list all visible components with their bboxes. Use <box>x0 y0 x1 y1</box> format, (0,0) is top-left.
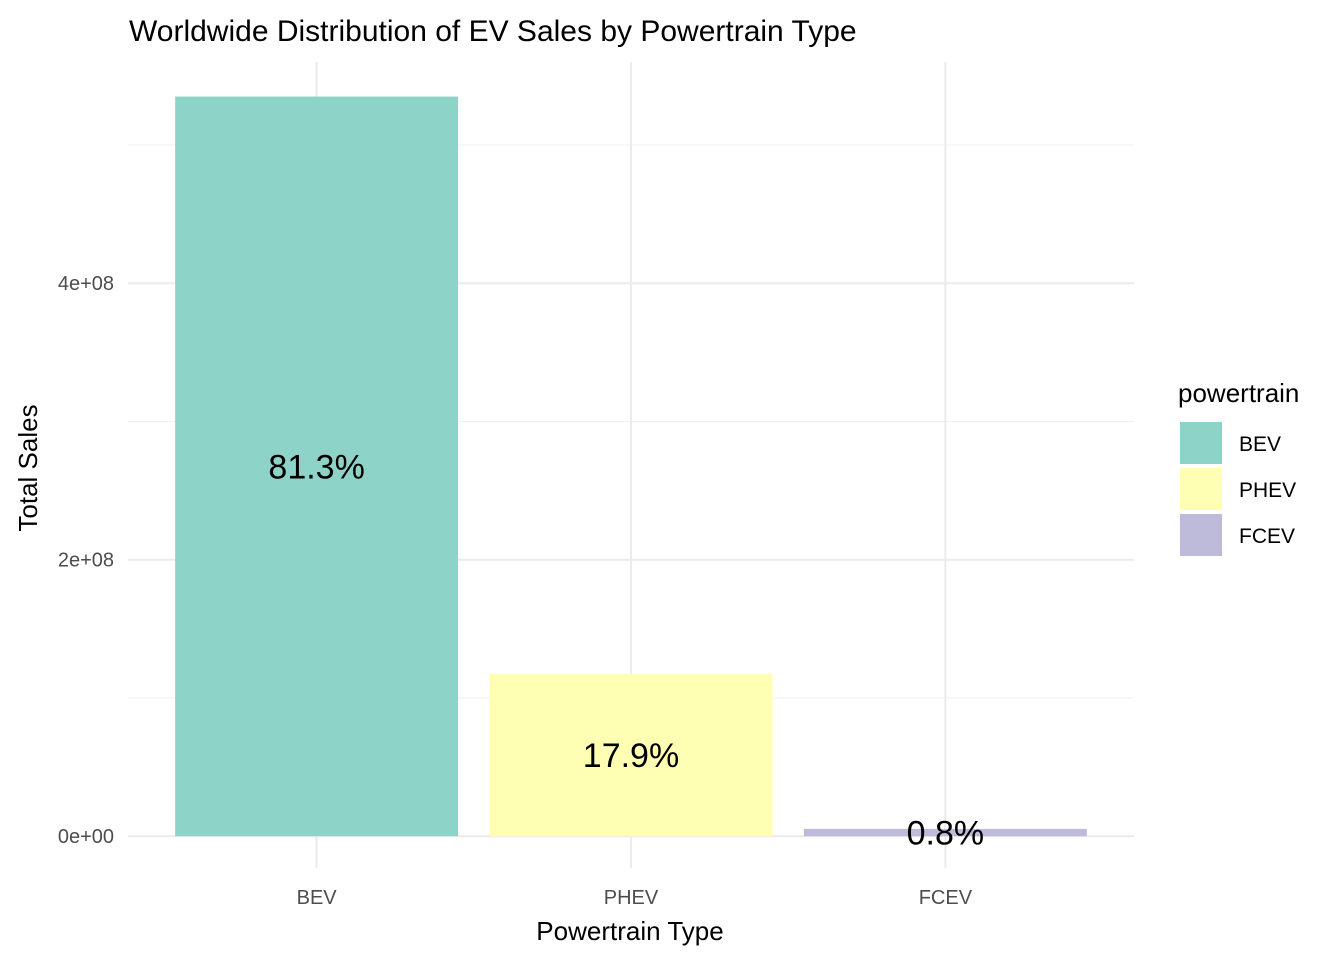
x-tick-label: FCEV <box>919 887 973 909</box>
legend-key-bev <box>1180 422 1222 464</box>
data-labels: 81.3% 17.9% 0.8% <box>268 448 984 852</box>
x-axis-title: Powertrain Type <box>536 916 723 946</box>
legend-label-bev: BEV <box>1239 433 1281 456</box>
data-label-phev: 17.9% <box>583 737 679 775</box>
legend: powertrain BEV PHEV FCEV <box>1178 378 1299 556</box>
bar-fcev <box>803 828 1087 837</box>
x-tick-label: BEV <box>297 887 338 909</box>
y-axis-title: Total Sales <box>13 404 43 531</box>
data-label-fcev: 0.8% <box>907 815 985 853</box>
legend-key-fcev <box>1180 514 1222 556</box>
legend-title: powertrain <box>1178 378 1299 408</box>
y-tick-label: 0e+00 <box>58 826 114 848</box>
x-axis-ticks: BEV PHEV FCEV <box>297 887 973 909</box>
bars <box>175 96 1087 837</box>
y-axis-ticks: 0e+00 2e+08 4e+08 <box>58 273 114 848</box>
data-label-bev: 81.3% <box>268 448 364 486</box>
bar-phev <box>489 673 773 837</box>
y-tick-label: 4e+08 <box>58 273 114 295</box>
x-tick-label: PHEV <box>604 887 659 909</box>
bar-bev <box>175 96 459 837</box>
legend-label-fcev: FCEV <box>1239 525 1295 548</box>
legend-key-phev <box>1180 468 1222 510</box>
legend-label-phev: PHEV <box>1239 479 1296 502</box>
chart-title: Worldwide Distribution of EV Sales by Po… <box>129 15 857 48</box>
y-tick-label: 2e+08 <box>58 550 114 572</box>
